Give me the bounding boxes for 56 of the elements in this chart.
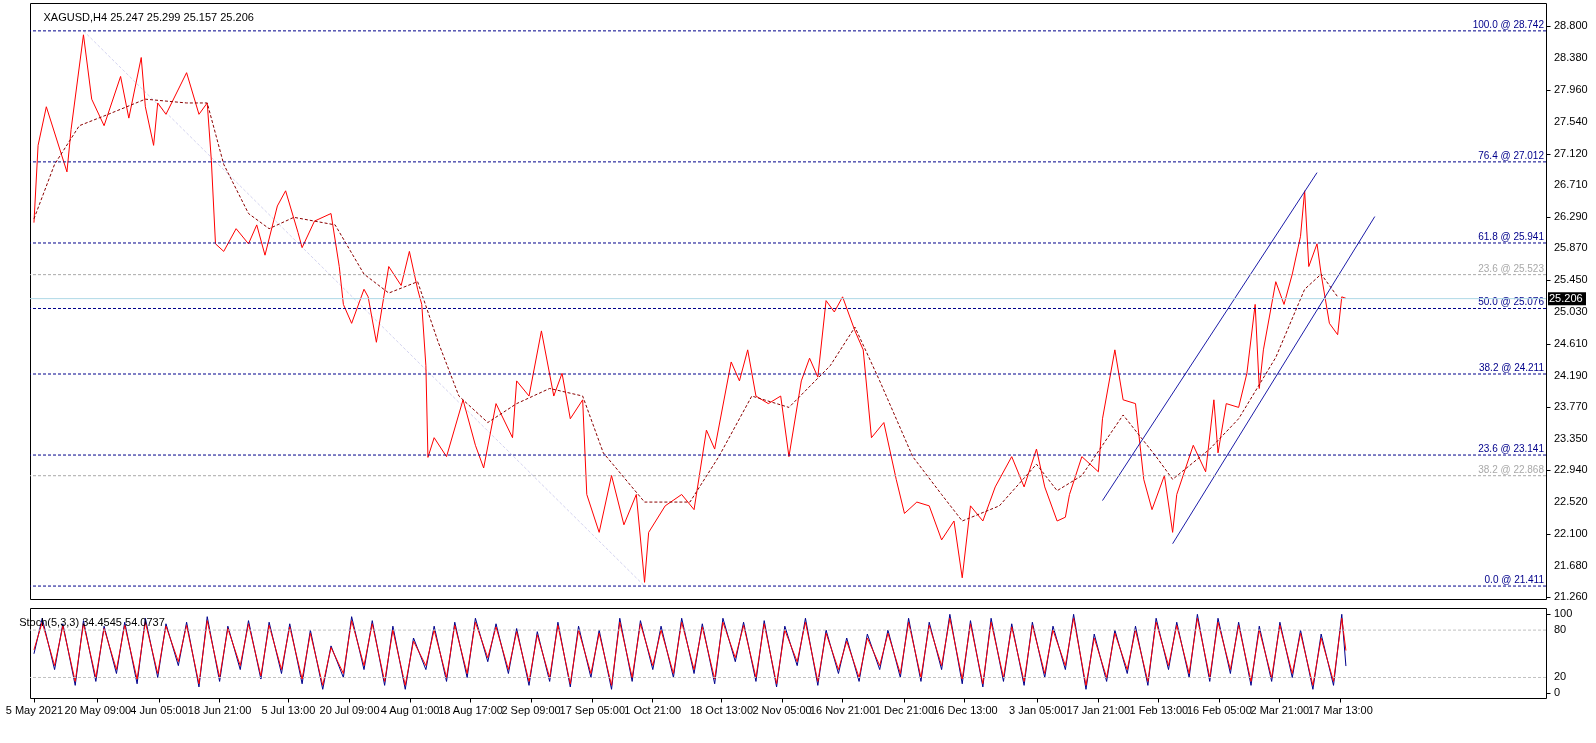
ref-line-label: 0.0 @ 21.411 bbox=[1484, 574, 1545, 586]
y-tick-label: 28.800 bbox=[1554, 19, 1588, 32]
x-tick-label: 16 Dec 13:00 bbox=[932, 703, 998, 716]
y-tick-label: 24.190 bbox=[1554, 368, 1588, 381]
text: XAGUSD,H4 25.247 25.299 25.157 25.206 bbox=[43, 11, 254, 23]
ref-line-label: 50.0 @ 25.076 bbox=[1478, 296, 1545, 308]
x-tick-label: 18 Aug 17:00 bbox=[438, 703, 503, 716]
y-tick-label: 80 bbox=[1554, 623, 1567, 636]
x-tick-label: 18 Oct 13:00 bbox=[690, 703, 754, 716]
x-tick-label: 20 Jul 09:00 bbox=[319, 703, 380, 716]
x-tick-label: 3 Jan 05:00 bbox=[1009, 703, 1067, 716]
y-tick-label: 26.710 bbox=[1554, 177, 1588, 190]
x-tick-label: 4 Aug 01:00 bbox=[380, 703, 440, 716]
y-tick-label: 23.350 bbox=[1554, 432, 1588, 445]
x-tick-label: 1 Oct 21:00 bbox=[624, 703, 682, 716]
ref-line-label: 38.2 @ 22.868 bbox=[1478, 463, 1545, 475]
x-tick-label: 17 Jan 21:00 bbox=[1066, 703, 1131, 716]
y-tick-label: 22.100 bbox=[1554, 526, 1588, 539]
y-tick-label: 26.290 bbox=[1554, 209, 1588, 222]
x-tick-label: 2 Sep 09:00 bbox=[501, 703, 561, 716]
x-tick-label: 1 Feb 13:00 bbox=[1129, 703, 1189, 716]
x-tick-label: 5 May 2021 bbox=[5, 703, 64, 716]
y-tick-label: 24.610 bbox=[1554, 336, 1588, 349]
ref-line-label: 25.206 bbox=[1549, 291, 1583, 304]
y-tick-label: 0 bbox=[1554, 686, 1561, 699]
y-tick-label: 25.030 bbox=[1554, 304, 1588, 317]
x-tick-label: 20 May 09:00 bbox=[64, 703, 132, 716]
y-tick-label: 27.960 bbox=[1554, 83, 1588, 96]
x-tick-label: 4 Jun 05:00 bbox=[130, 703, 188, 716]
y-tick-label: 21.680 bbox=[1554, 558, 1588, 571]
x-tick-label: 2 Nov 05:00 bbox=[752, 703, 812, 716]
y-tick-label: 23.770 bbox=[1554, 400, 1588, 413]
ref-line-label: 61.8 @ 25.941 bbox=[1478, 230, 1545, 242]
line-series bbox=[33, 98, 1339, 522]
ref-line-label: 76.4 @ 27.012 bbox=[1478, 149, 1545, 161]
line-series bbox=[33, 34, 1347, 583]
ref-line-label: 100.0 @ 28.742 bbox=[1472, 18, 1545, 30]
x-tick-label: 5 Jul 13:00 bbox=[261, 703, 316, 716]
y-tick-label: 21.260 bbox=[1554, 590, 1588, 603]
x-tick-label: 2 Mar 21:00 bbox=[1250, 703, 1310, 716]
x-tick-label: 1 Dec 21:00 bbox=[874, 703, 935, 716]
y-tick-label: 28.380 bbox=[1554, 51, 1588, 64]
x-tick-label: 16 Nov 21:00 bbox=[809, 703, 876, 716]
y-tick-label: 20 bbox=[1554, 670, 1567, 683]
x-tick-label: 18 Jun 21:00 bbox=[187, 703, 252, 716]
x-tick-label: 17 Sep 05:00 bbox=[559, 703, 625, 716]
ref-line-label: 23.6 @ 25.523 bbox=[1478, 262, 1545, 274]
y-tick-label: 22.940 bbox=[1554, 463, 1588, 476]
y-tick-label: 27.120 bbox=[1554, 146, 1588, 159]
y-tick-label: 100 bbox=[1554, 607, 1573, 620]
y-tick-label: 25.870 bbox=[1554, 241, 1588, 254]
ref-line-label: 38.2 @ 24.211 bbox=[1478, 362, 1545, 373]
y-tick-label: 25.450 bbox=[1554, 273, 1588, 286]
ref-line-label: 23.6 @ 23.141 bbox=[1478, 443, 1545, 455]
y-tick-label: 27.540 bbox=[1554, 114, 1588, 127]
y-tick-label: 22.520 bbox=[1554, 495, 1588, 508]
